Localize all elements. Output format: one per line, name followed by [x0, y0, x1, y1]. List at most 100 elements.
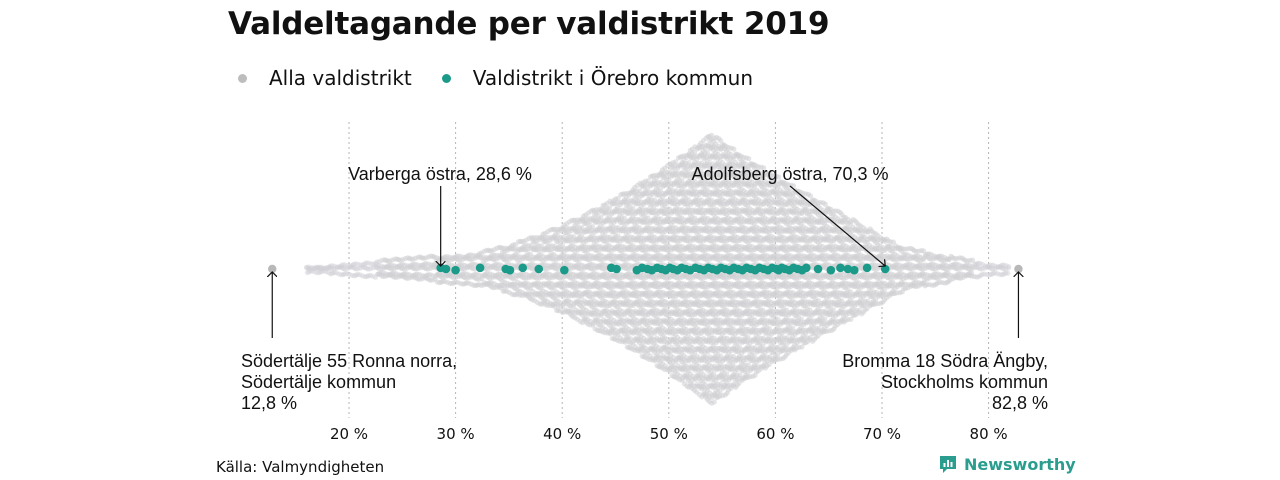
district-dot: [354, 271, 361, 278]
district-dot: [336, 271, 342, 277]
district-dot: [314, 265, 321, 271]
district-dot: [353, 272, 359, 278]
district-dot: [338, 272, 345, 278]
district-dot: [349, 262, 355, 269]
district-dot: [333, 270, 339, 276]
district-dot: [375, 271, 381, 277]
district-dot: [367, 272, 373, 279]
district-dot: [347, 265, 353, 271]
district-dot: [370, 273, 376, 279]
district-dot: [349, 272, 355, 279]
district-dot: [325, 265, 332, 271]
district-dot: [352, 266, 359, 272]
district-dot: [318, 268, 325, 274]
district-dot: [326, 270, 332, 276]
district-dot: [344, 263, 351, 269]
district-dot: [368, 261, 374, 267]
district-dot: [324, 266, 330, 272]
district-dot: [323, 269, 329, 275]
district-dot: [359, 273, 366, 279]
district-dot: [326, 264, 332, 270]
district-dot: [329, 266, 335, 272]
legend-item-orebro: Valdistrikt i Örebro kommun: [441, 66, 754, 90]
district-dot: [365, 266, 371, 272]
district-dot: [320, 268, 327, 274]
district-dot: [711, 399, 717, 405]
district-dot: [351, 265, 357, 271]
district-dot: [315, 264, 321, 271]
district-dot: [347, 263, 353, 269]
district-dot: [362, 274, 368, 280]
district-dot: [361, 261, 368, 267]
district-dot: [357, 272, 363, 278]
district-dot: [329, 270, 336, 276]
district-dot: [313, 266, 319, 272]
district-dot: [363, 260, 369, 266]
legend-item-all: Alla valdistrikt: [238, 66, 412, 90]
district-dot: [354, 266, 361, 272]
district-dot: [358, 262, 364, 268]
district-dot: [305, 266, 312, 272]
district-dot: [373, 264, 379, 270]
chart-title: Valdeltagande per valdistrikt 2019: [228, 6, 830, 42]
district-dot: [340, 271, 347, 278]
district-dot: [376, 266, 382, 272]
district-dot: [315, 270, 321, 276]
district-dot: [342, 266, 348, 272]
district-dot: [331, 269, 337, 276]
district-dot: [328, 271, 334, 277]
district-dot: [344, 265, 350, 272]
district-dot: [318, 264, 325, 270]
district-dot: [316, 264, 322, 270]
district-dot: [340, 265, 346, 271]
district-dot: [308, 265, 314, 271]
district-dot: [304, 270, 310, 276]
district-dot: [374, 265, 381, 271]
district-dot: [362, 264, 368, 271]
district-dot: [344, 270, 350, 277]
legend-label-orebro: Valdistrikt i Örebro kommun: [472, 66, 754, 90]
district-dot: [351, 273, 357, 279]
district-dot: [313, 269, 319, 275]
district-dot: [342, 262, 348, 268]
district-dot: [327, 265, 334, 271]
district-dot: [376, 258, 382, 265]
district-dot: [306, 269, 312, 275]
district-dot: [310, 265, 316, 271]
district-dot: [365, 273, 372, 279]
district-dot: [355, 261, 361, 267]
district-dot: [372, 274, 379, 280]
district-dot: [305, 264, 312, 270]
district-dot: [311, 266, 317, 272]
district-dot: [310, 268, 316, 274]
district-dot: [360, 262, 366, 268]
district-dot: [316, 265, 323, 272]
district-dot: [308, 266, 314, 272]
district-dot: [313, 264, 319, 270]
district-dot: [374, 263, 380, 269]
district-dot: [363, 265, 370, 271]
district-dot: [336, 264, 342, 270]
district-dot: [329, 263, 335, 269]
legend: Alla valdistrikt Valdistrikt i Örebro ko…: [238, 66, 783, 90]
legend-dot-all: [238, 73, 247, 83]
district-dot: [349, 264, 355, 270]
district-dot: [370, 265, 376, 271]
district-dot: [321, 265, 327, 272]
district-dot: [350, 261, 357, 267]
district-dot: [340, 262, 346, 268]
district-dot: [327, 263, 333, 269]
district-dot: [367, 266, 374, 272]
district-dot: [323, 264, 330, 271]
district-dot: [360, 264, 366, 270]
district-dot: [372, 261, 379, 267]
district-dot: [746, 156, 752, 162]
district-dot: [334, 264, 340, 270]
legend-label-all: Alla valdistrikt: [269, 66, 412, 90]
district-dot: [374, 259, 380, 265]
district-dot: [318, 266, 324, 272]
district-dot: [342, 271, 348, 277]
district-dot: [304, 265, 310, 271]
district-dot: [346, 271, 352, 277]
